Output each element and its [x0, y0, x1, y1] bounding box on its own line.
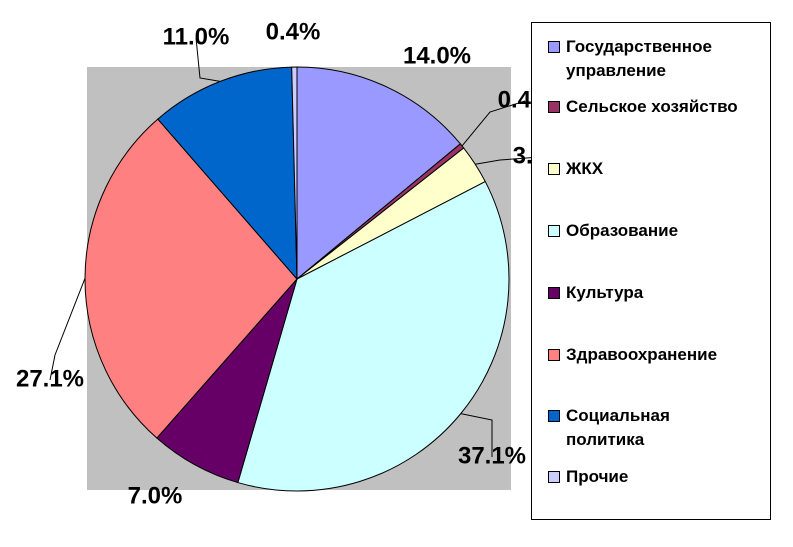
- leader-line: [195, 37, 221, 82]
- legend-label: Образование: [566, 221, 679, 240]
- legend-swatch: [548, 101, 560, 113]
- legend-swatch: [548, 471, 560, 483]
- legend-entry: Прочие: [548, 465, 763, 489]
- legend-entry: Государственное управление: [548, 35, 763, 83]
- legend-label: Государственное управление: [566, 37, 712, 80]
- data-label: 7.0%: [128, 482, 183, 509]
- legend-label: Прочие: [566, 467, 629, 486]
- legend-swatch: [548, 287, 560, 299]
- legend-swatch: [548, 410, 560, 422]
- legend-label: Культура: [566, 283, 644, 302]
- legend-label: ЖКХ: [566, 159, 604, 178]
- legend-label: Сельское хозяйство: [566, 97, 738, 116]
- legend-entry: Образование: [548, 219, 763, 243]
- data-label: 37.1%: [458, 442, 526, 469]
- legend-label: Социальная политика: [566, 406, 670, 449]
- legend-entry: Социальная политика: [548, 404, 763, 452]
- leader-line: [460, 413, 493, 457]
- data-label: 14.0%: [403, 42, 471, 69]
- legend-entry: Культура: [548, 281, 763, 305]
- legend: Государственное управление Сельское хозяй…: [531, 22, 771, 520]
- pie-slice: [237, 180, 510, 492]
- pie-slice: [296, 66, 462, 281]
- legend-entry: Здравоохранение: [548, 343, 763, 367]
- legend-swatch: [548, 41, 560, 53]
- legend-swatch: [548, 163, 560, 175]
- legend-entry: Сельское хозяйство: [548, 95, 763, 119]
- leader-line: [475, 156, 541, 165]
- pie-slice: [291, 66, 298, 280]
- legend-swatch: [548, 349, 560, 361]
- data-label: 11.0%: [163, 23, 230, 50]
- pie-slice: [157, 66, 298, 281]
- legend-label: Здравоохранение: [566, 345, 718, 364]
- data-label: 0.4%: [266, 18, 321, 45]
- data-label: 27.1%: [16, 365, 84, 392]
- leader-line: [49, 278, 86, 381]
- legend-entry: ЖКХ: [548, 157, 763, 181]
- legend-swatch: [548, 225, 560, 237]
- leader-line: [461, 100, 526, 147]
